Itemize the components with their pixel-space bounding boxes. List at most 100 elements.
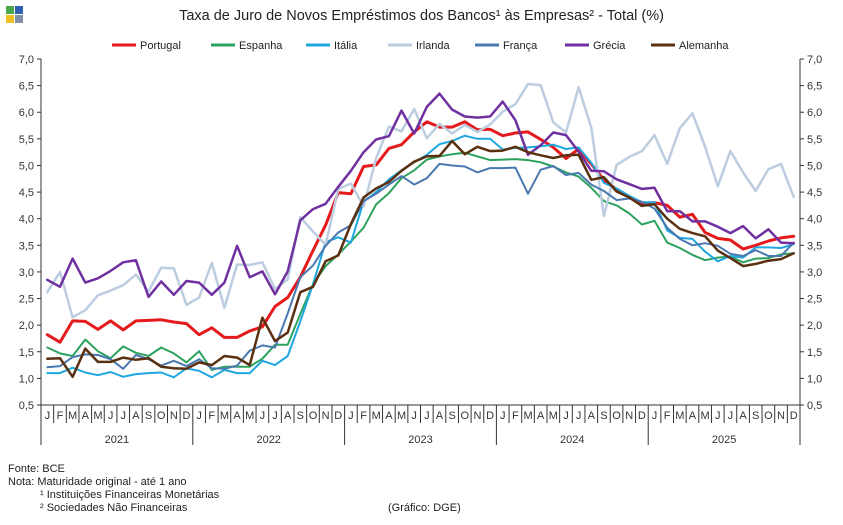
- month-label: A: [588, 410, 596, 422]
- month-label: F: [57, 410, 64, 422]
- month-label: D: [182, 410, 190, 422]
- series-line-frança: [46, 162, 795, 370]
- month-label: F: [208, 410, 215, 422]
- month-label: M: [675, 410, 684, 422]
- year-label: 2021: [105, 434, 129, 446]
- y-tick-label-right: 4,0: [807, 214, 822, 226]
- year-label: 2025: [712, 434, 736, 446]
- y-tick-label-right: 2,5: [807, 294, 822, 306]
- y-tick-label-left: 6,5: [19, 81, 34, 93]
- y-tick-label-right: 0,5: [807, 400, 822, 412]
- month-label: J: [500, 410, 506, 422]
- month-label: N: [322, 410, 330, 422]
- month-label: S: [448, 410, 455, 422]
- month-label: F: [360, 410, 367, 422]
- month-label: J: [411, 410, 417, 422]
- logo-square-2: [15, 6, 23, 14]
- month-label: O: [764, 410, 773, 422]
- legend-label-itália: Itália: [334, 40, 358, 52]
- y-tick-label-left: 5,5: [19, 134, 34, 146]
- month-label: J: [576, 410, 582, 422]
- series-line-espanha: [46, 151, 795, 371]
- graph-credit: (Gráfico: DGE): [388, 502, 461, 514]
- month-label: S: [297, 410, 304, 422]
- month-label: M: [93, 410, 102, 422]
- y-tick-label-left: 3,5: [19, 240, 34, 252]
- y-tick-label-left: 2,0: [19, 320, 34, 332]
- month-label: N: [777, 410, 785, 422]
- year-label: 2023: [408, 434, 432, 446]
- month-label: A: [132, 410, 140, 422]
- y-tick-label-right: 5,5: [807, 134, 822, 146]
- month-label: J: [120, 410, 126, 422]
- y-tick-label-right: 2,0: [807, 320, 822, 332]
- series-line-portugal: [45, 120, 796, 344]
- year-label: 2022: [256, 434, 280, 446]
- y-tick-label-left: 1,0: [19, 373, 34, 385]
- month-label: D: [486, 410, 494, 422]
- month-label: M: [701, 410, 710, 422]
- month-label: A: [436, 410, 444, 422]
- month-label: F: [664, 410, 671, 422]
- footnote-2: ² Sociedades Não Financeiras: [40, 502, 188, 514]
- month-label: A: [284, 410, 292, 422]
- logo-square-1: [6, 6, 14, 14]
- month-label: J: [196, 410, 202, 422]
- series-line-alemanha: [46, 139, 795, 379]
- month-label: M: [523, 410, 532, 422]
- legend-label-portugal: Portugal: [140, 40, 181, 52]
- month-label: J: [424, 410, 430, 422]
- y-tick-label-right: 6,0: [807, 107, 822, 119]
- y-tick-label-left: 0,5: [19, 400, 34, 412]
- month-label: J: [652, 410, 658, 422]
- legend-label-frança: França: [503, 40, 538, 52]
- logo: [6, 6, 23, 23]
- month-label: J: [260, 410, 266, 422]
- logo-square-3: [6, 15, 14, 23]
- legend-label-grécia: Grécia: [593, 40, 626, 52]
- series-line-itália: [46, 134, 795, 379]
- month-label: J: [728, 410, 734, 422]
- y-tick-label-right: 3,0: [807, 267, 822, 279]
- month-label: J: [108, 410, 114, 422]
- y-tick-label-left: 2,5: [19, 294, 34, 306]
- y-tick-label-right: 3,5: [807, 240, 822, 252]
- y-tick-label-right: 6,5: [807, 81, 822, 93]
- y-tick-label-left: 1,5: [19, 347, 34, 359]
- month-label: N: [170, 410, 178, 422]
- month-label: O: [612, 410, 621, 422]
- month-label: M: [245, 410, 254, 422]
- legend-label-alemanha: Alemanha: [679, 40, 729, 52]
- month-label: M: [549, 410, 558, 422]
- year-label: 2024: [560, 434, 584, 446]
- month-label: O: [460, 410, 469, 422]
- footnote-1: ¹ Instituições Financeiras Monetárias: [40, 489, 220, 501]
- month-label: J: [45, 410, 51, 422]
- y-tick-label-right: 1,5: [807, 347, 822, 359]
- month-label: A: [739, 410, 747, 422]
- y-tick-label-left: 7,0: [19, 54, 34, 66]
- month-label: O: [309, 410, 318, 422]
- month-label: S: [600, 410, 607, 422]
- month-label: M: [372, 410, 381, 422]
- month-label: J: [563, 410, 569, 422]
- month-label: J: [348, 410, 354, 422]
- series-line-grécia: [46, 92, 795, 299]
- month-label: A: [537, 410, 545, 422]
- month-label: M: [397, 410, 406, 422]
- month-label: F: [512, 410, 519, 422]
- month-label: D: [638, 410, 646, 422]
- month-label: S: [752, 410, 759, 422]
- month-label: S: [145, 410, 152, 422]
- chart-title: Taxa de Juro de Novos Empréstimos dos Ba…: [179, 8, 664, 24]
- source-note: Fonte: BCE: [8, 463, 65, 475]
- month-label: D: [790, 410, 798, 422]
- month-label: A: [689, 410, 697, 422]
- series-line-irlanda: [46, 82, 795, 319]
- y-tick-label-left: 3,0: [19, 267, 34, 279]
- month-label: A: [82, 410, 90, 422]
- month-label: N: [625, 410, 633, 422]
- y-tick-label-right: 5,0: [807, 160, 822, 172]
- month-label: M: [220, 410, 229, 422]
- month-label: D: [334, 410, 342, 422]
